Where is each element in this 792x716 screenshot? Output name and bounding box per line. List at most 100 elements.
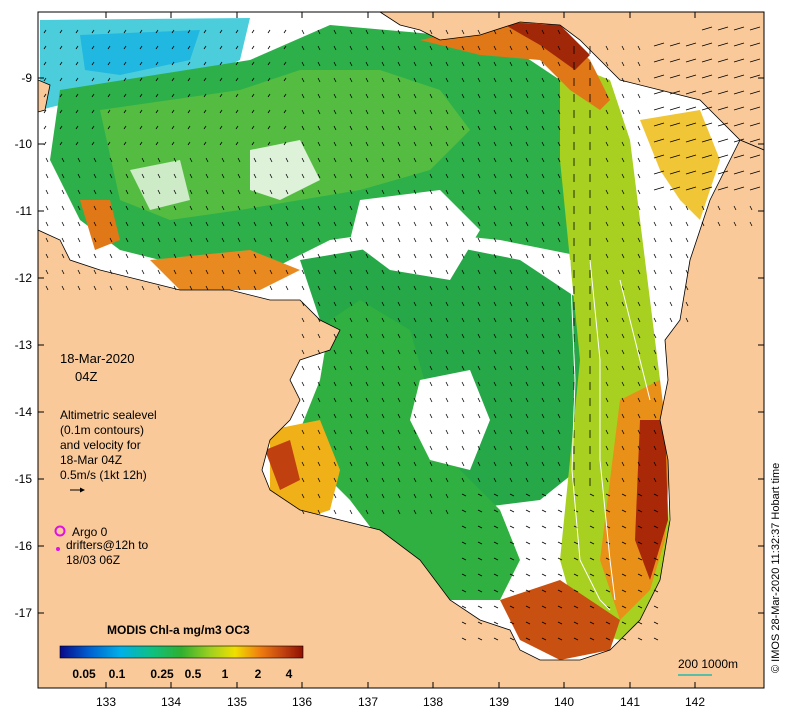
velocity-arrow xyxy=(461,365,465,371)
velocity-arrow xyxy=(187,77,191,82)
velocity-arrow xyxy=(509,269,513,275)
velocity-arrow xyxy=(461,605,467,609)
velocity-arrow xyxy=(525,333,529,339)
drifters-line-2: 18/03 06Z xyxy=(66,553,121,567)
velocity-arrow xyxy=(333,189,337,195)
velocity-arrow xyxy=(235,109,239,114)
velocity-arrow xyxy=(333,333,337,339)
velocity-arrow xyxy=(269,237,273,243)
velocity-arrow xyxy=(557,413,561,419)
velocity-arrow xyxy=(557,285,561,291)
velocity-arrow xyxy=(445,285,449,291)
velocity-arrow xyxy=(397,29,401,35)
y-tick-label: -17 xyxy=(15,606,33,620)
velocity-arrow xyxy=(685,74,697,79)
velocity-arrow xyxy=(269,173,273,179)
velocity-arrow xyxy=(77,189,81,195)
velocity-arrow xyxy=(125,253,129,259)
velocity-arrow xyxy=(749,42,761,47)
velocity-arrow xyxy=(317,189,321,195)
velocity-arrow xyxy=(235,45,239,50)
velocity-arrow xyxy=(637,525,643,529)
velocity-arrow xyxy=(109,189,113,195)
velocity-arrow xyxy=(187,29,191,34)
map-frame xyxy=(37,11,765,689)
velocity-arrow xyxy=(525,221,529,227)
velocity-arrow xyxy=(509,445,513,451)
velocity-arrow xyxy=(477,429,481,435)
velocity-arrow xyxy=(75,109,79,114)
velocity-arrow xyxy=(203,29,207,34)
velocity-arrow xyxy=(477,205,481,211)
velocity-arrow xyxy=(525,621,531,625)
velocity-arrow xyxy=(525,493,531,497)
velocity-arrow xyxy=(653,205,657,211)
velocity-arrow xyxy=(653,413,657,419)
velocity-arrow xyxy=(717,42,729,47)
velocity-arrow xyxy=(205,189,209,195)
velocity-arrow xyxy=(397,333,401,339)
velocity-arrow xyxy=(653,397,657,403)
velocity-arrow xyxy=(621,141,625,147)
velocity-arrow xyxy=(605,189,609,195)
velocity-arrow xyxy=(381,301,385,307)
velocity-arrow xyxy=(349,445,353,451)
velocity-arrow xyxy=(237,205,241,211)
velocity-arrow xyxy=(509,573,515,577)
velocity-arrow xyxy=(317,125,321,131)
velocity-arrow xyxy=(461,573,467,577)
velocity-arrow xyxy=(477,237,481,243)
velocity-arrow xyxy=(317,381,321,387)
velocity-arrow xyxy=(269,285,273,291)
velocity-arrow xyxy=(267,125,271,130)
velocity-arrow xyxy=(605,397,609,403)
velocity-arrow xyxy=(637,621,643,625)
velocity-arrow xyxy=(445,493,449,499)
velocity-arrow xyxy=(109,285,113,291)
velocity-arrow xyxy=(669,285,673,291)
velocity-arrow xyxy=(477,157,481,163)
velocity-arrow xyxy=(493,445,497,451)
velocity-arrow xyxy=(685,170,697,175)
velocity-arrow xyxy=(605,141,609,147)
velocity-arrow xyxy=(61,189,65,195)
y-tick-label: -15 xyxy=(15,472,33,486)
velocity-arrow xyxy=(445,317,449,323)
velocity-arrow xyxy=(253,189,257,195)
velocity-arrow xyxy=(653,461,657,467)
velocity-arrow xyxy=(557,381,561,387)
velocity-arrow xyxy=(509,45,513,51)
velocity-arrow xyxy=(733,221,737,227)
velocity-arrow xyxy=(285,189,289,195)
velocity-arrow xyxy=(541,365,545,371)
velocity-arrow xyxy=(365,509,369,515)
velocity-arrow xyxy=(171,141,175,146)
velocity-arrow xyxy=(141,157,145,163)
velocity-arrow xyxy=(701,122,713,127)
colorbar-tick: 1 xyxy=(221,667,229,681)
velocity-arrow xyxy=(605,237,609,243)
velocity-arrow xyxy=(141,253,145,259)
velocity-arrow xyxy=(669,58,681,63)
velocity-arrow xyxy=(107,45,111,50)
velocity-arrow xyxy=(397,205,401,211)
velocity-arrow xyxy=(157,237,161,243)
velocity-arrow xyxy=(429,141,433,147)
velocity-arrow xyxy=(429,109,433,115)
velocity-arrow xyxy=(139,141,143,146)
velocity-arrow xyxy=(365,381,369,387)
velocity-arrow xyxy=(557,269,561,275)
velocity-arrow xyxy=(59,61,63,66)
velocity-arrow xyxy=(541,573,547,577)
colorbar-tick: 0.05 xyxy=(72,667,96,681)
velocity-arrow xyxy=(541,557,547,561)
velocity-arrow xyxy=(107,29,111,34)
velocity-arrow xyxy=(541,93,545,99)
velocity-arrow xyxy=(365,333,369,339)
velocity-arrow xyxy=(493,205,497,211)
velocity-arrow xyxy=(189,205,193,211)
velocity-arrow xyxy=(557,429,561,435)
velocity-arrow xyxy=(349,237,353,243)
velocity-arrow xyxy=(749,106,761,111)
velocity-arrow xyxy=(685,154,697,159)
